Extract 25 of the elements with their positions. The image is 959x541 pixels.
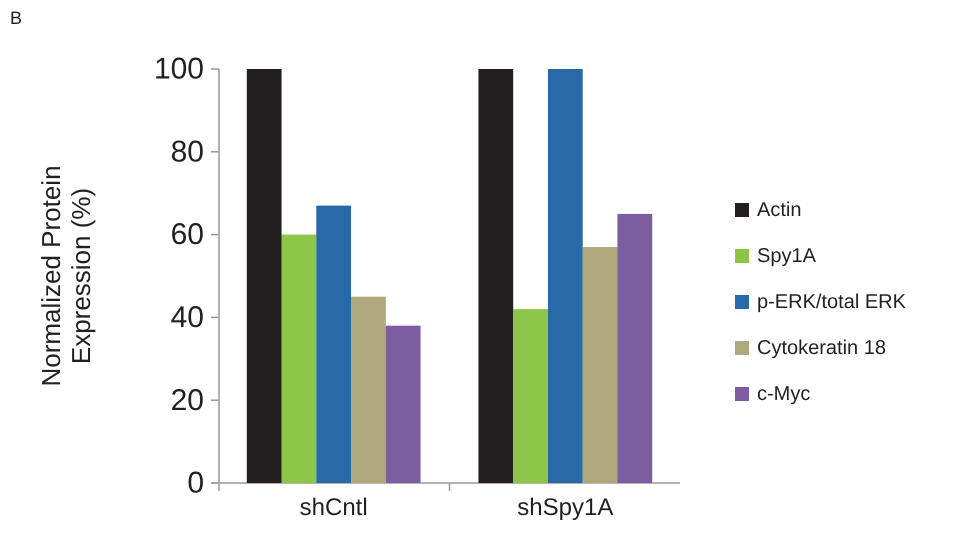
bar — [282, 234, 316, 483]
bar — [386, 326, 421, 483]
x-tick-label: shCntl — [300, 494, 368, 521]
legend-label: Spy1A — [757, 245, 817, 267]
x-tick-label: shSpy1A — [517, 494, 614, 521]
legend-label: p-ERK/total ERK — [757, 291, 907, 313]
bar — [351, 296, 386, 483]
y-tick-label: 40 — [170, 301, 204, 334]
y-tick-label: 0 — [187, 466, 204, 500]
y-tick-label: 20 — [170, 384, 204, 417]
bar — [582, 247, 618, 483]
bar — [316, 206, 352, 483]
bar — [548, 69, 583, 483]
text: B — [10, 8, 22, 28]
y-tick-label: 80 — [170, 135, 204, 168]
y-tick-label: 60 — [170, 218, 204, 252]
y-tick-label: 100 — [154, 52, 204, 86]
bar — [617, 214, 652, 483]
legend-label: c-Myc — [757, 383, 810, 405]
bar — [478, 69, 514, 483]
legend-label: Actin — [757, 199, 802, 221]
legend-label: Cytokeratin 18 — [757, 337, 886, 359]
bar — [246, 69, 282, 483]
bar — [513, 309, 548, 483]
y-axis-title: Normalized Protein Expression (%) — [36, 165, 96, 387]
